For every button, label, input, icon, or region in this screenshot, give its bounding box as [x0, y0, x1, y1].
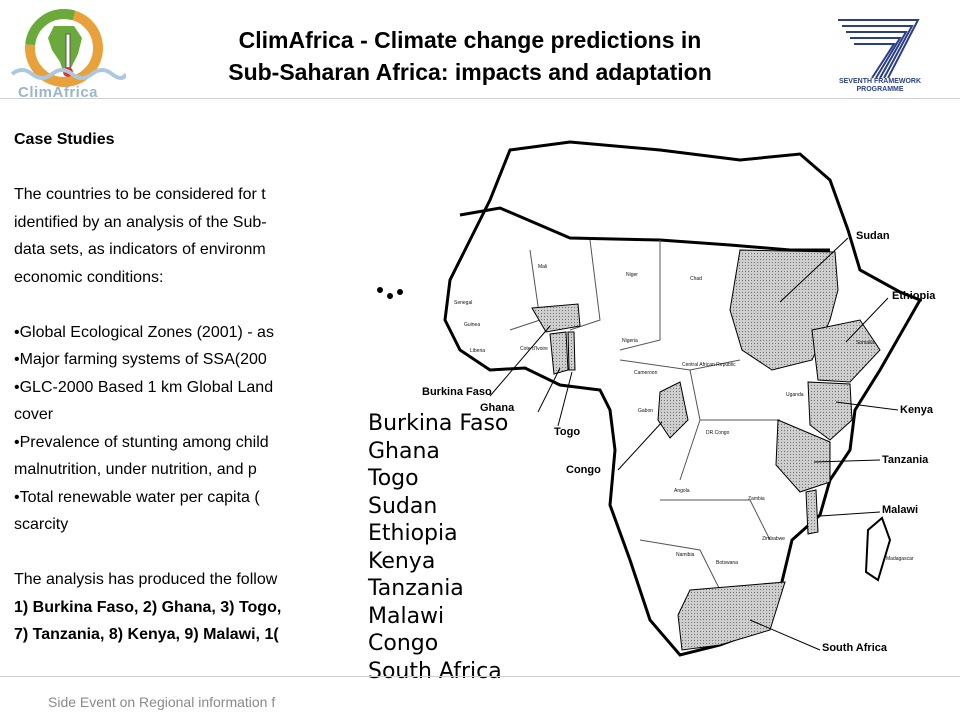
label-namibia: Namibia	[676, 552, 695, 558]
label-malawi: Malawi	[882, 504, 919, 516]
label-cote: Cote d'Ivoire	[520, 346, 548, 352]
ethiopia-shape	[811, 319, 881, 383]
label-ethiopia: Ethiopia	[892, 290, 936, 302]
title-line-2: Sub-Saharan Africa: impacts and adaptati…	[228, 59, 712, 85]
fp7-logo-icon	[838, 19, 920, 79]
result-line: The analysis has produced the follow	[14, 571, 278, 588]
label-chad: Chad	[690, 276, 702, 282]
intro-line: identified by an analysis of the Sub-	[14, 213, 267, 231]
bullet-line: •Global Ecological Zones (2001) - as	[14, 323, 274, 341]
label-burkina-faso: Burkina Faso	[422, 386, 492, 398]
country-list-item: Ghana	[368, 438, 440, 464]
label-mali: Mali	[538, 264, 548, 270]
label-cameroon: Cameroon	[634, 370, 658, 376]
fp7-line-1: SEVENTH FRAMEWORK	[838, 78, 922, 85]
kenya-shape	[807, 381, 853, 441]
fp7-logo-text: SEVENTH FRAMEWORK PROGRAMME	[828, 78, 932, 94]
africa-map-graphic	[377, 140, 923, 657]
label-tanzania: Tanzania	[882, 454, 929, 466]
bullet-line: •Total renewable water per capita (	[14, 488, 260, 506]
country-list-item: South Africa	[368, 658, 502, 684]
bullet-line: cover	[14, 406, 54, 423]
tanzania-shape	[775, 419, 831, 493]
bullet-line: malnutrition, under nutrition, and p	[14, 461, 257, 478]
label-madagascar: Madagascar	[886, 556, 914, 562]
congo-shape	[657, 381, 689, 439]
footer	[0, 676, 960, 721]
burkina-faso-shape	[531, 303, 581, 333]
label-sudan: Sudan	[856, 230, 890, 242]
country-list-item: Kenya	[368, 548, 436, 574]
country-list-item: Burkina Faso	[368, 411, 509, 436]
intro-line: economic conditions:	[14, 268, 164, 286]
label-nigeria: Nigeria	[622, 338, 638, 344]
label-drcongo: DR.Congo	[706, 430, 730, 436]
label-congo: Congo	[566, 464, 601, 476]
country-list: Burkina Faso Ghana Togo Sudan Ethiopia K…	[368, 410, 508, 685]
label-kenya: Kenya	[900, 404, 934, 416]
label-car: Central African Republic	[682, 362, 736, 368]
ghana-shape	[549, 331, 569, 375]
label-gabon: Gabon	[638, 408, 654, 414]
bullet-line: •Major farming systems of SSA(200	[14, 351, 267, 368]
page-title: ClimAfrica - Climate change predictions …	[160, 24, 780, 88]
madagascar-shape	[864, 516, 892, 582]
title-line-1: ClimAfrica - Climate change predictions …	[238, 27, 702, 53]
label-uganda: Uganda	[786, 392, 804, 398]
footer-text: Side Event on Regional information f	[48, 694, 276, 710]
section-heading: Case Studies	[14, 131, 115, 148]
label-zambia: Zambia	[748, 496, 765, 502]
country-list-item: Tanzania	[368, 576, 464, 601]
label-guinea: Guinea	[464, 322, 481, 328]
country-list-item: Sudan	[368, 493, 438, 519]
result-countries-2: 7) Tanzania, 8) Kenya, 9) Malawi, 1(	[14, 626, 279, 643]
label-angola: Angola	[674, 488, 690, 494]
climafrica-logo-icon	[10, 9, 126, 87]
climafrica-logo-text: ClimAfrica	[18, 84, 99, 101]
bullet-line: •Prevalence of stunting among child	[14, 433, 269, 451]
header: ClimAfrica ClimAfrica - Climate change p…	[0, 0, 960, 101]
label-senegal: Senegal	[454, 300, 473, 306]
south-africa-shape	[677, 581, 786, 651]
label-niger: Niger	[626, 272, 638, 278]
sudan-shape	[729, 249, 839, 371]
africa-map: Sudan Ethiopia Kenya Tanzania Malawi Sou…	[360, 120, 960, 720]
label-south-africa: South Africa	[822, 642, 887, 654]
malawi-shape	[805, 489, 819, 535]
label-somalia: Somalia	[856, 340, 875, 346]
label-togo: Togo	[554, 426, 581, 438]
bullet-line: •GLC-2000 Based 1 km Global Land	[14, 378, 274, 396]
fp7-line-2: PROGRAMME	[856, 86, 904, 93]
country-list-item: Ethiopia	[368, 521, 458, 546]
label-liberia: Liberia	[470, 348, 486, 354]
togo-shape	[567, 331, 576, 371]
main-content: Case Studies The countries to be conside…	[14, 126, 634, 649]
country-list-item: Congo	[368, 631, 439, 656]
intro-line: data sets, as indicators of environm	[14, 241, 266, 258]
country-list-item: Togo	[368, 466, 419, 491]
intro-line: The countries to be considered for t	[14, 186, 266, 203]
label-ghana: Ghana	[480, 402, 515, 414]
label-zimbabwe: Zimbabwe	[762, 536, 786, 542]
country-list-item: Malawi	[368, 603, 445, 629]
bullet-line: scarcity	[14, 516, 69, 533]
label-botswana: Botswana	[716, 560, 738, 566]
result-countries-1: 1) Burkina Faso, 2) Ghana, 3) Togo,	[14, 598, 282, 616]
